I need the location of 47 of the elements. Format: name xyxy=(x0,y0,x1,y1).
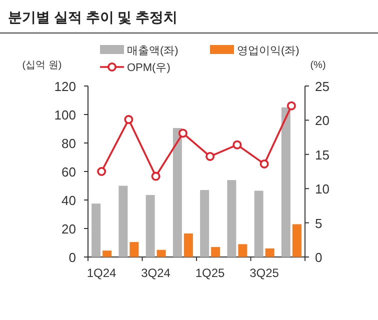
bar xyxy=(184,233,193,257)
y2-tick-label: 25 xyxy=(315,79,330,94)
y-tick-label: 80 xyxy=(62,136,76,151)
y2-tick-label: 5 xyxy=(315,216,322,231)
x-tick-label: 1Q24 xyxy=(86,266,117,280)
bar xyxy=(118,186,128,257)
bar xyxy=(211,247,220,257)
y2-tick-label: 15 xyxy=(315,147,330,162)
bar xyxy=(265,248,274,257)
bar xyxy=(281,107,290,257)
y-tick-label: 60 xyxy=(62,164,76,180)
point xyxy=(151,172,160,181)
y2-tick-label: 20 xyxy=(315,113,330,128)
bar xyxy=(146,195,155,257)
y2-tick-label: 0 xyxy=(315,250,322,265)
y-tick-label: 40 xyxy=(62,193,76,208)
bar xyxy=(254,190,264,257)
legend-label: 영업이익(좌) xyxy=(237,45,300,57)
bar xyxy=(172,128,182,257)
bar xyxy=(102,250,112,257)
x-tick-label: 3Q24 xyxy=(141,266,171,280)
point xyxy=(286,101,296,110)
point xyxy=(260,159,269,168)
point xyxy=(206,152,215,161)
y2-axis-title: (%) xyxy=(310,60,326,71)
bar xyxy=(156,250,166,257)
point xyxy=(97,167,106,176)
bar xyxy=(92,204,101,257)
x-tick-label: 3Q25 xyxy=(250,266,280,280)
legend-label: 매출액(좌) xyxy=(127,45,178,57)
y-tick-label: 20 xyxy=(62,222,76,236)
y-tick-label: 0 xyxy=(68,250,76,265)
y-axis-title: (십억 원) xyxy=(22,60,62,71)
bar xyxy=(200,190,210,257)
point xyxy=(124,115,134,124)
x-tick-label: 1Q25 xyxy=(195,266,226,280)
bar xyxy=(238,244,248,257)
y-tick-label: 100 xyxy=(54,108,76,122)
bar xyxy=(130,242,139,257)
bar xyxy=(227,180,236,257)
y-tick-label: 120 xyxy=(54,79,76,94)
chart-title: 분기별 실적 추이 및 추정치 xyxy=(8,9,178,25)
legend-label: OPM(우) xyxy=(127,62,170,74)
point xyxy=(232,140,242,150)
bar xyxy=(292,224,302,257)
point xyxy=(178,128,188,138)
y2-tick-label: 10 xyxy=(315,182,330,197)
